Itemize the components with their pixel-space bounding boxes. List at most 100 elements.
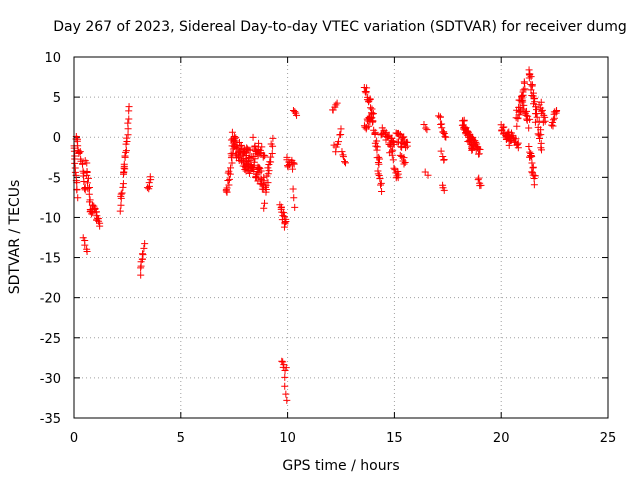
data-point — [396, 151, 404, 159]
data-point — [382, 128, 390, 136]
data-point — [400, 133, 408, 141]
data-point — [140, 244, 148, 252]
data-point — [249, 133, 257, 141]
data-point — [538, 146, 546, 154]
data-point — [225, 167, 233, 175]
data-point — [513, 122, 521, 130]
data-point — [372, 142, 380, 150]
data-point — [440, 155, 448, 163]
data-point — [519, 88, 527, 96]
data-point — [550, 114, 558, 122]
data-point — [528, 153, 536, 161]
data-point — [76, 148, 84, 156]
data-point — [260, 173, 268, 181]
data-point — [85, 190, 93, 198]
data-point — [423, 126, 431, 134]
data-point — [541, 117, 549, 125]
data-point — [341, 158, 349, 166]
data-point — [277, 204, 285, 212]
data-point — [387, 143, 395, 151]
data-point — [377, 179, 385, 187]
data-point — [520, 101, 528, 109]
data-point — [226, 170, 234, 178]
data-point — [252, 174, 260, 182]
data-point — [241, 165, 249, 173]
data-point — [371, 128, 379, 136]
data-point — [537, 139, 545, 147]
data-point — [120, 162, 128, 170]
data-point — [282, 217, 290, 225]
data-point — [536, 134, 544, 142]
data-point — [514, 114, 522, 122]
data-point — [229, 149, 237, 157]
data-point — [85, 184, 93, 192]
data-point — [280, 209, 288, 217]
data-point — [265, 167, 273, 175]
data-point — [438, 120, 446, 128]
data-point — [531, 172, 539, 180]
data-point — [75, 148, 83, 156]
data-point — [442, 133, 450, 141]
data-point — [373, 154, 381, 162]
data-point — [389, 156, 397, 164]
data-point — [264, 170, 272, 178]
data-point — [384, 133, 392, 141]
data-point — [460, 117, 468, 125]
data-point — [476, 146, 484, 154]
data-point — [519, 98, 527, 106]
data-point — [375, 171, 383, 179]
data-point — [145, 179, 153, 187]
data-point — [250, 161, 258, 169]
data-point — [531, 118, 539, 126]
data-point — [401, 158, 409, 166]
data-point — [373, 137, 381, 145]
x-tick-label: 10 — [279, 431, 296, 446]
data-point — [329, 106, 337, 114]
data-point — [537, 131, 545, 139]
data-point — [260, 204, 268, 212]
data-point — [342, 159, 350, 167]
data-point — [374, 170, 382, 178]
data-point — [269, 134, 277, 142]
x-tick-label: 0 — [70, 431, 78, 446]
data-point — [523, 107, 531, 115]
data-point — [537, 98, 545, 106]
data-point — [513, 140, 521, 148]
data-point — [538, 106, 546, 114]
x-tick-label: 20 — [493, 431, 510, 446]
data-point — [533, 113, 541, 121]
data-point — [246, 157, 254, 165]
y-tick-label: -10 — [40, 211, 61, 226]
data-point — [368, 110, 376, 118]
data-point — [367, 104, 375, 112]
data-point — [224, 177, 232, 185]
data-point — [260, 151, 268, 159]
data-point — [233, 144, 241, 152]
data-point — [541, 113, 549, 121]
plot-frame — [73, 56, 609, 419]
data-point — [225, 181, 233, 189]
y-tick-label: -30 — [40, 372, 61, 387]
data-point — [525, 124, 533, 132]
y-tick-label: -5 — [48, 171, 61, 186]
data-point — [374, 159, 382, 167]
data-point — [262, 186, 270, 194]
data-point — [291, 108, 299, 116]
data-point — [388, 151, 396, 159]
data-point — [532, 103, 540, 111]
data-point — [280, 223, 288, 231]
data-point — [283, 396, 291, 404]
data-point — [335, 138, 343, 146]
data-point — [399, 134, 407, 142]
data-point — [435, 112, 443, 120]
data-point — [512, 135, 520, 143]
data-point — [549, 116, 557, 124]
x-axis-label: GPS time / hours — [282, 458, 399, 474]
data-point — [122, 148, 130, 156]
data-point — [232, 134, 240, 142]
data-point — [339, 153, 347, 161]
axis-ticks: 0 5 10 15 20 25 10 5 0 -5 -10 -15 -20 -25 -30 -35 — [40, 51, 617, 446]
data-point — [281, 367, 289, 375]
data-point — [232, 143, 240, 151]
